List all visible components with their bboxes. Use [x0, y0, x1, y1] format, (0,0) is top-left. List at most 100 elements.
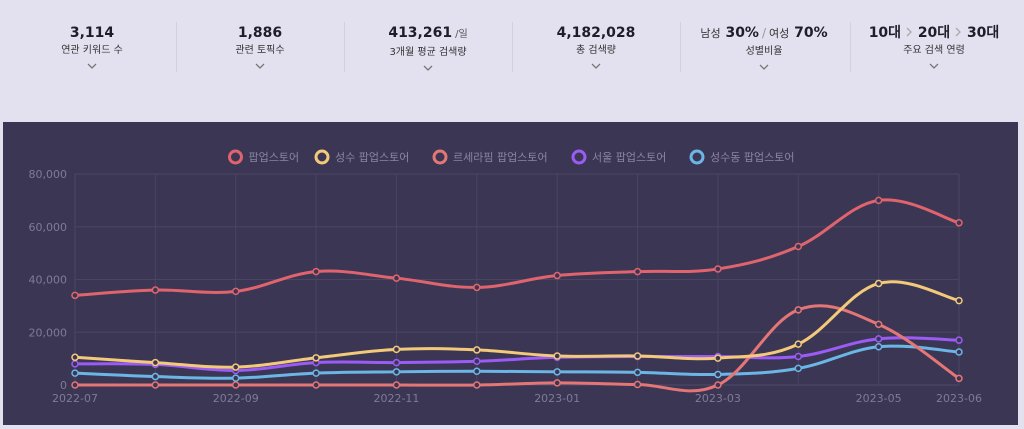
data-point — [312, 354, 320, 362]
data-point — [473, 283, 481, 292]
chevron-down-icon[interactable] — [87, 63, 97, 69]
data-point — [473, 381, 481, 389]
x-tick-label: 2022-11 — [373, 392, 419, 405]
divider — [850, 22, 851, 72]
stat-value-row: 413,261/일 — [344, 24, 512, 44]
stat-related-keywords[interactable]: 3,114 연관 키워드 수 — [8, 24, 176, 69]
data-point — [312, 267, 320, 276]
data-point — [874, 196, 883, 205]
x-tick-label: 2023-05 — [856, 392, 902, 405]
data-point — [392, 358, 401, 367]
data-point — [633, 267, 642, 276]
divider — [512, 22, 513, 72]
data-point — [71, 381, 79, 389]
chevron-down-icon[interactable] — [929, 63, 939, 69]
data-point — [633, 368, 642, 377]
age-1: 10대 — [868, 25, 902, 41]
stat-gender-ratio[interactable]: 남성 30% / 여성 70% 성별비율 — [680, 24, 848, 70]
stat-total-searches[interactable]: 4,182,028 총 검색량 — [512, 24, 680, 69]
data-point — [392, 368, 401, 376]
stat-value-row: 10대 20대 30대 — [850, 24, 1018, 42]
stat-label: 주요 검색 연령 — [903, 45, 965, 56]
chevron-right-icon — [906, 27, 912, 37]
data-point — [553, 352, 561, 360]
chevron-right-icon — [955, 27, 961, 37]
data-point — [633, 352, 642, 360]
legend-item[interactable]: 팝업스토어 — [228, 149, 300, 165]
data-point — [473, 357, 481, 366]
stat-daily-average[interactable]: 413,261/일 3개월 평균 검색량 — [344, 24, 512, 71]
series-line — [73, 280, 961, 369]
data-point — [231, 381, 240, 389]
stat-value-row: 남성 30% / 여성 70% — [680, 24, 848, 43]
age-2: 20대 — [917, 25, 951, 41]
chevron-down-icon[interactable] — [759, 64, 769, 70]
data-point — [392, 274, 401, 282]
data-point — [71, 291, 79, 300]
data-point — [231, 363, 240, 371]
legend-label: 르세라핌 팝업스토어 — [453, 151, 548, 164]
data-point — [874, 343, 883, 351]
data-point — [874, 335, 883, 343]
stat-label: 연관 키워드 수 — [61, 45, 123, 56]
stat-label: 3개월 평균 검색량 — [389, 47, 467, 58]
y-tick-label: 0 — [60, 379, 67, 392]
data-point — [714, 354, 722, 362]
stat-value: 413,261 — [388, 25, 453, 41]
data-point — [151, 372, 160, 381]
series-line — [73, 198, 961, 297]
stat-related-topics[interactable]: 1,886 관련 토픽수 — [176, 24, 344, 69]
legend-label: 팝업스토어 — [249, 151, 300, 164]
female-label: 여성 — [769, 27, 790, 40]
stat-label: 성별비율 — [745, 46, 783, 57]
legend-item[interactable]: 성수동 팝업스토어 — [689, 149, 794, 165]
data-point — [553, 271, 561, 280]
legend-marker-icon — [314, 149, 330, 165]
data-point — [473, 346, 481, 354]
chevron-down-icon[interactable] — [591, 63, 601, 69]
x-tick-label: 2023-03 — [695, 392, 741, 405]
data-point — [794, 340, 803, 348]
series-lines — [71, 196, 963, 393]
stat-label: 관련 토픽수 — [235, 45, 285, 56]
male-label: 남성 — [700, 27, 721, 40]
data-point — [794, 352, 803, 361]
legend-marker-icon — [228, 149, 243, 165]
data-point — [71, 360, 79, 368]
legend-marker-icon — [432, 149, 448, 165]
y-tick-label: 60,000 — [29, 221, 68, 234]
data-point — [874, 279, 883, 288]
data-point — [312, 369, 320, 377]
x-tick-label: 2023-01 — [534, 392, 580, 405]
legend: 팝업스토어 성수 팝업스토어 르세라핌 팝업스토어 서울 팝업스토어 성수동 팝업스토어 — [228, 149, 794, 165]
data-point — [794, 242, 803, 251]
chevron-down-icon[interactable] — [423, 65, 433, 71]
data-point — [392, 381, 401, 389]
legend-marker-icon — [571, 149, 587, 165]
chevron-down-icon[interactable] — [255, 63, 265, 69]
legend-item[interactable]: 서울 팝업스토어 — [571, 149, 666, 165]
data-point — [392, 345, 401, 354]
male-value: 30% — [725, 25, 759, 41]
data-point — [151, 381, 160, 389]
data-point — [151, 358, 160, 367]
stat-value: 1,886 — [237, 25, 283, 41]
stat-unit: /일 — [455, 29, 468, 40]
age-3: 30대 — [966, 25, 1000, 41]
y-tick-label: 20,000 — [29, 326, 68, 339]
data-point — [553, 368, 561, 376]
data-point — [874, 320, 883, 329]
legend-item[interactable]: 르세라핌 팝업스토어 — [432, 149, 548, 165]
data-point — [231, 374, 240, 382]
data-point — [71, 353, 79, 362]
data-point — [231, 287, 240, 296]
y-tick-label: 40,000 — [29, 274, 68, 287]
data-point — [473, 367, 481, 376]
data-point — [955, 219, 963, 227]
data-point — [955, 336, 963, 344]
data-point — [955, 374, 963, 383]
separator: / — [761, 26, 767, 40]
legend-item[interactable]: 성수 팝업스토어 — [314, 149, 409, 165]
data-point — [71, 369, 79, 377]
stat-main-ages[interactable]: 10대 20대 30대 주요 검색 연령 — [850, 24, 1018, 69]
